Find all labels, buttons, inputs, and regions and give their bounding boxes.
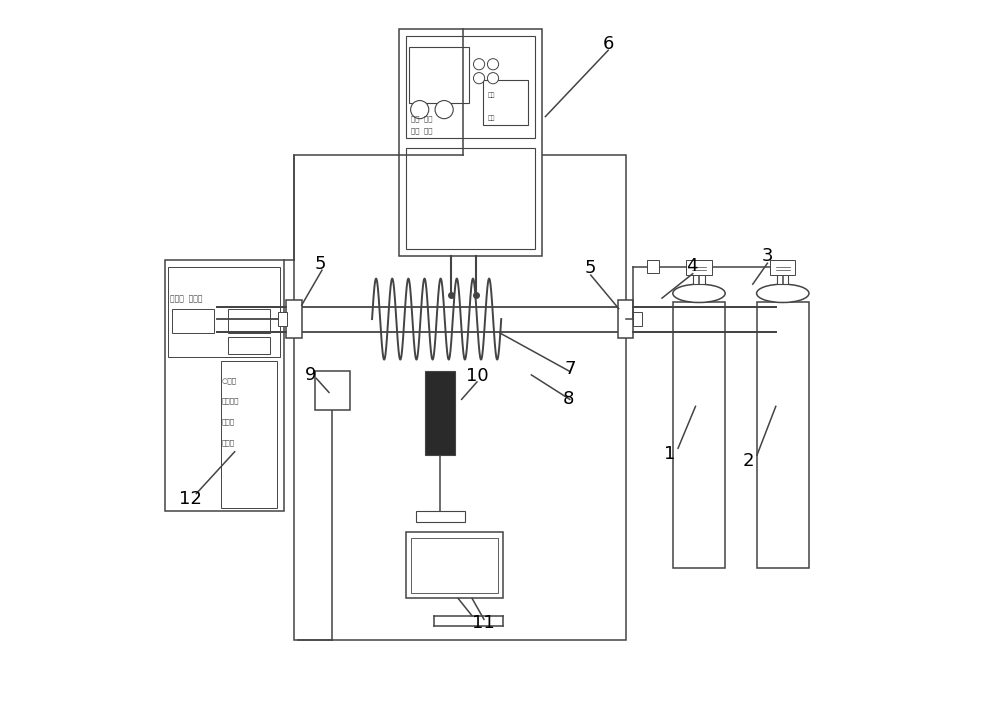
Text: 加热  保温: 加热 保温 <box>411 115 433 122</box>
Text: 12: 12 <box>179 490 202 508</box>
Bar <box>168 266 280 358</box>
Bar <box>770 260 795 275</box>
Text: 电高规  电阻规: 电高规 电阻规 <box>170 294 203 304</box>
Bar <box>483 80 528 125</box>
Text: 电源  电源: 电源 电源 <box>411 127 433 134</box>
Circle shape <box>487 59 499 70</box>
Bar <box>406 532 503 599</box>
Bar <box>228 336 270 354</box>
Circle shape <box>435 100 453 118</box>
Text: 10: 10 <box>466 367 489 386</box>
Text: 7: 7 <box>565 360 576 379</box>
Ellipse shape <box>673 284 725 303</box>
Bar <box>618 300 633 339</box>
Bar <box>221 361 277 508</box>
Text: ○电源: ○电源 <box>222 377 237 383</box>
Text: 6: 6 <box>603 35 614 53</box>
Text: 2: 2 <box>743 451 754 470</box>
Bar <box>693 266 705 284</box>
Bar <box>286 300 302 339</box>
Bar <box>278 312 287 326</box>
Text: 4: 4 <box>686 257 698 275</box>
Text: 9: 9 <box>304 366 316 384</box>
Text: 5: 5 <box>584 259 596 277</box>
Text: 1: 1 <box>664 444 675 463</box>
Bar <box>673 303 725 568</box>
Bar <box>757 303 809 568</box>
Bar <box>416 511 465 522</box>
Bar <box>228 308 270 333</box>
Text: 日烘烤: 日烘烤 <box>222 418 235 426</box>
Bar <box>411 538 498 593</box>
Bar <box>425 372 455 455</box>
Text: 开关: 开关 <box>488 116 496 121</box>
Circle shape <box>411 100 429 118</box>
Bar <box>315 372 350 410</box>
Bar <box>294 155 626 640</box>
Text: 11: 11 <box>472 614 495 632</box>
Circle shape <box>487 73 499 84</box>
Bar <box>406 36 535 137</box>
Circle shape <box>473 59 485 70</box>
Text: 8: 8 <box>563 390 574 407</box>
Bar <box>777 266 788 284</box>
Text: 3: 3 <box>762 247 773 265</box>
Text: 5: 5 <box>314 254 326 273</box>
Bar <box>647 261 659 273</box>
Circle shape <box>473 73 485 84</box>
Bar <box>406 148 535 250</box>
Text: 电源: 电源 <box>488 93 496 98</box>
Bar <box>165 260 284 511</box>
Bar <box>686 260 712 275</box>
Text: 日机械泵: 日机械泵 <box>222 398 240 404</box>
Bar <box>633 312 642 326</box>
Ellipse shape <box>757 284 809 303</box>
Text: 日放气: 日放气 <box>222 440 235 447</box>
Bar <box>172 308 214 333</box>
Bar <box>399 29 542 257</box>
Bar <box>409 47 469 102</box>
